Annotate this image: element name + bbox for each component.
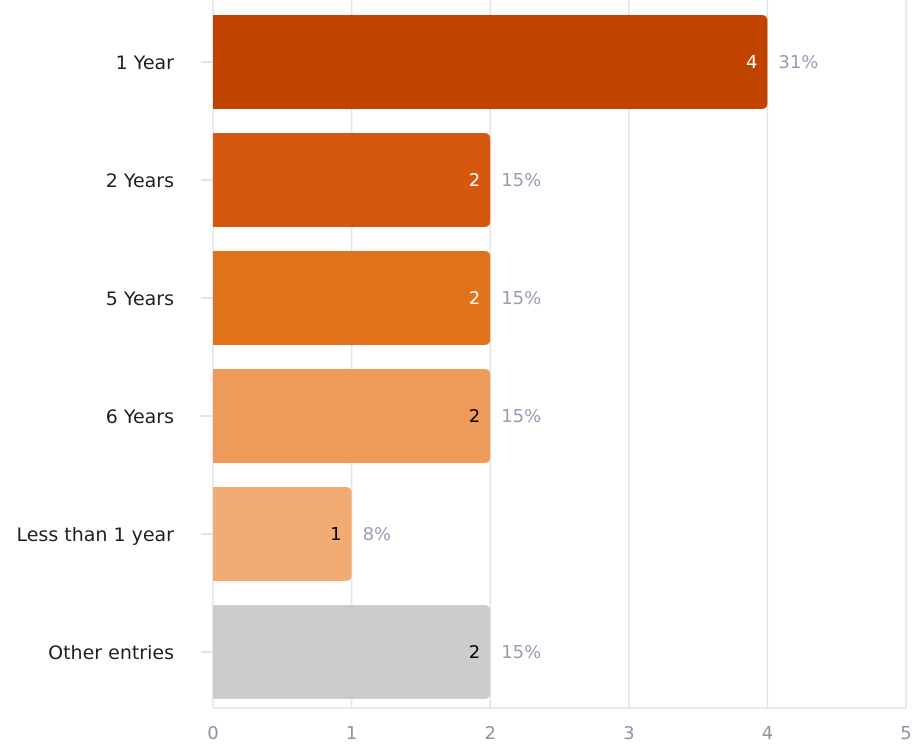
labels-layer: 1 Year 4 31% 2 Years 2 15% 5 Years 2 15% 6 Years 2… bbox=[16, 52, 818, 664]
bar-percent-label: 8% bbox=[363, 524, 392, 545]
bar-0[interactable] bbox=[213, 15, 768, 109]
x-tick-label-4: 4 bbox=[762, 723, 773, 744]
bar-percent-label: 15% bbox=[501, 642, 541, 663]
x-tick-label-5: 5 bbox=[900, 723, 911, 744]
x-tick-label-1: 1 bbox=[346, 723, 357, 744]
bar-value-label: 1 bbox=[330, 524, 341, 545]
bar-4[interactable] bbox=[213, 487, 352, 581]
bars-layer bbox=[213, 15, 768, 699]
bar-value-label: 4 bbox=[746, 52, 757, 73]
bar-value-label: 2 bbox=[469, 170, 480, 191]
bar-1[interactable] bbox=[213, 133, 491, 227]
bar-value-label: 2 bbox=[469, 406, 480, 427]
grid-layer bbox=[201, 0, 907, 709]
category-label: 6 Years bbox=[106, 406, 174, 428]
x-tick-label-2: 2 bbox=[484, 723, 495, 744]
bar-percent-label: 15% bbox=[501, 406, 541, 427]
bar-value-label: 2 bbox=[469, 642, 480, 663]
x-axis-ticks: 0 1 2 3 4 5 bbox=[207, 723, 911, 744]
bar-3[interactable] bbox=[213, 369, 491, 463]
category-label: 5 Years bbox=[106, 288, 174, 310]
category-label: 2 Years bbox=[106, 170, 174, 192]
bar-2[interactable] bbox=[213, 251, 491, 345]
x-tick-label-0: 0 bbox=[207, 723, 218, 744]
category-label: Less than 1 year bbox=[16, 524, 174, 546]
bar-percent-label: 15% bbox=[501, 170, 541, 191]
bar-percent-label: 15% bbox=[501, 288, 541, 309]
bar-5[interactable] bbox=[213, 605, 491, 699]
category-label: Other entries bbox=[48, 642, 174, 664]
bar-percent-label: 31% bbox=[778, 52, 818, 73]
category-label: 1 Year bbox=[116, 52, 175, 74]
x-tick-label-3: 3 bbox=[623, 723, 634, 744]
bar-value-label: 2 bbox=[469, 288, 480, 309]
